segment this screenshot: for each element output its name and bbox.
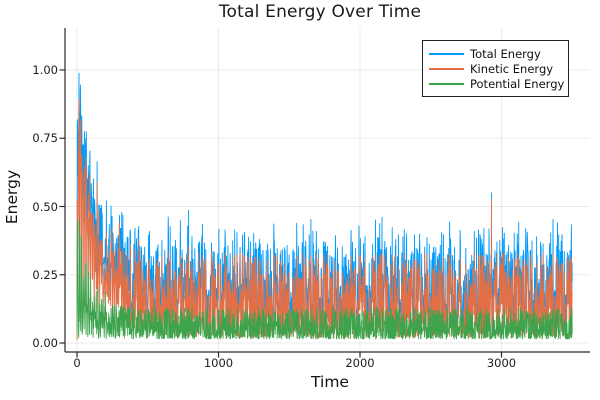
legend-entry-potential-energy: Potential Energy — [429, 76, 565, 91]
axes — [59, 28, 590, 358]
legend-entry-total-energy: Total Energy — [429, 46, 562, 61]
y-tick-label: 0.25 — [32, 267, 58, 282]
y-tick-label: 0.00 — [32, 336, 58, 350]
potential-energy-line — [76, 218, 573, 340]
legend-line-kinetic-energy — [429, 67, 464, 70]
legend: Total Energy Kinetic Energy Potential En… — [422, 40, 569, 97]
y-tick-label: 0.75 — [32, 131, 58, 146]
x-tick-label: 2000 — [345, 356, 375, 370]
kinetic-energy-line — [76, 98, 573, 341]
x-axis-label: Time — [311, 373, 349, 391]
y-tick-label: 0.50 — [32, 199, 58, 214]
legend-line-potential-energy — [429, 82, 464, 85]
legend-label-total-energy: Total Energy — [470, 46, 541, 61]
x-tick-label: 0 — [73, 356, 81, 370]
legend-label-potential-energy: Potential Energy — [470, 76, 565, 91]
x-tick-label: 1000 — [203, 356, 234, 370]
data-series — [76, 72, 573, 341]
legend-label-kinetic-energy: Kinetic Energy — [470, 61, 554, 76]
chart-title: Total Energy Over Time — [218, 2, 422, 22]
legend-line-total-energy — [429, 52, 464, 55]
y-tick-label: 1.00 — [32, 63, 58, 77]
x-tick-label: 3000 — [486, 356, 517, 370]
legend-entry-kinetic-energy: Kinetic Energy — [429, 61, 562, 76]
